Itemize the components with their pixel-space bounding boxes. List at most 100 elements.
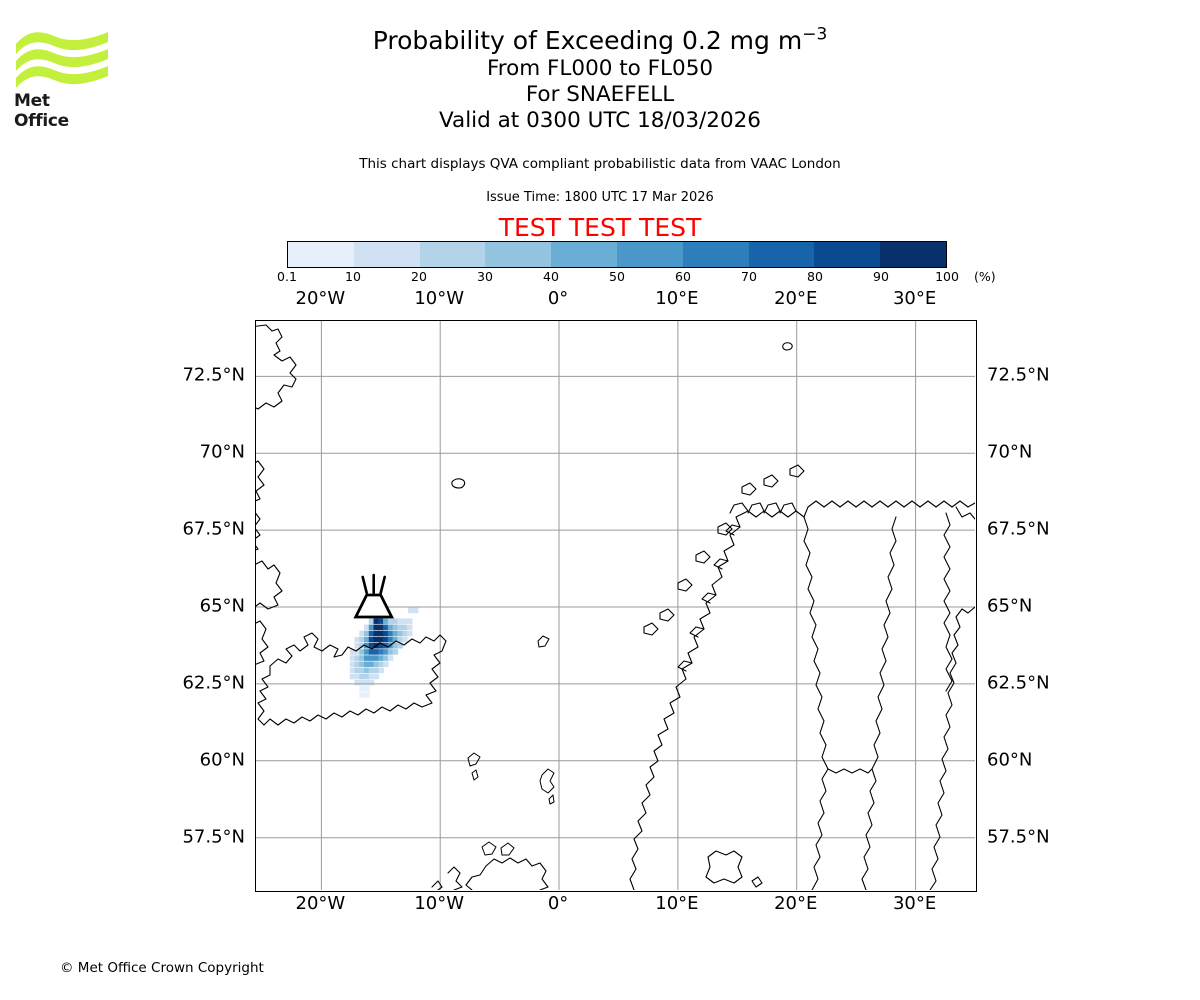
- probability-cell: [359, 686, 365, 692]
- colorbar-tick-50: 50: [609, 269, 625, 284]
- colorbar-tick-10: 10: [345, 269, 361, 284]
- probability-cell: [364, 686, 370, 692]
- probability-cell: [387, 624, 394, 631]
- probability-cell: [397, 636, 403, 643]
- colorbar-gradient: [287, 241, 947, 268]
- probability-cell: [354, 643, 361, 649]
- probability-cell: [373, 673, 380, 680]
- probability-cell: [364, 667, 370, 674]
- probability-cell: [402, 618, 408, 624]
- probability-cell: [408, 607, 414, 614]
- probability-cell: [383, 655, 389, 661]
- probability-cell: [387, 630, 394, 637]
- test-banner: TEST TEST TEST: [498, 213, 702, 242]
- probability-cell: [383, 630, 389, 637]
- met-office-wave-icon: [16, 32, 108, 88]
- probability-cell: [373, 618, 380, 624]
- uk-coastline: [431, 857, 549, 890]
- lat-tick-57.5°N: 57.5°N: [987, 826, 1050, 848]
- probability-cell: [354, 667, 361, 674]
- colorbar-swatch-1: [353, 242, 420, 267]
- probability-cell: [378, 667, 384, 674]
- colorbar-swatch-0: [288, 242, 354, 267]
- probability-cell: [397, 624, 403, 631]
- colorbar-tick-0.1: 0.1: [277, 269, 297, 284]
- probability-cell: [402, 630, 408, 637]
- met-office-logo-text: Met Office: [14, 91, 69, 131]
- chart-title-block: Probability of Exceeding 0.2 mg m−3 From…: [0, 26, 1200, 134]
- lon-tick-20°W: 20°W: [295, 288, 346, 309]
- colorbar: 0.1 10 20 30 40 50 60 70 80 90 100: [277, 241, 959, 284]
- copyright-footer: © Met Office Crown Copyright: [60, 960, 264, 976]
- issue-time: Issue Time: 1800 UTC 17 Mar 2026: [486, 190, 714, 205]
- probability-cell: [349, 649, 356, 655]
- probability-cell: [392, 618, 399, 624]
- probability-cell: [359, 661, 365, 667]
- probability-cell: [349, 673, 356, 680]
- qva-strapline: This chart displays QVA compliant probab…: [359, 156, 841, 172]
- probability-cell: [402, 636, 408, 643]
- probability-cell: [378, 655, 384, 661]
- probability-cell: [387, 636, 394, 643]
- probability-cell: [392, 643, 399, 649]
- probability-cell: [368, 661, 375, 667]
- probability-cell: [364, 655, 370, 661]
- graticule-grid: [256, 321, 975, 890]
- colorbar-unit-label: (%): [974, 269, 996, 284]
- flight-level-range: From FL000 to FL050: [486, 56, 714, 81]
- probability-cell: [359, 636, 365, 643]
- probability-cell: [378, 624, 384, 631]
- probability-cell: [364, 649, 370, 655]
- probability-cell: [364, 630, 370, 637]
- volcano-marker-icon: [353, 573, 394, 619]
- colorbar-tick-40: 40: [543, 269, 559, 284]
- lat-tick-57.5°N: 57.5°N: [182, 826, 245, 848]
- probability-cell: [364, 643, 370, 649]
- page-title-text: Probability of Exceeding 0.2 mg m: [372, 26, 803, 55]
- lat-tick-65°N: 65°N: [987, 595, 1033, 617]
- probability-cell: [364, 673, 370, 680]
- probability-cell: [349, 667, 356, 674]
- probability-cell: [387, 649, 394, 655]
- probability-cell: [359, 655, 365, 661]
- colorbar-swatch-3: [485, 242, 552, 267]
- probability-cell: [364, 679, 370, 686]
- probability-cell: [349, 661, 356, 667]
- volcano-name-title: For SNAEFELL: [525, 82, 675, 107]
- lon-tick-0°: 0°: [547, 893, 569, 914]
- colorbar-swatch-2: [419, 242, 486, 267]
- island-coastlines: [467, 635, 555, 856]
- probability-cell: [383, 624, 389, 631]
- probability-cell: [378, 649, 384, 655]
- probability-cell: [373, 636, 380, 643]
- probability-cell: [387, 618, 394, 624]
- probability-cell: [383, 661, 389, 667]
- colorbar-tick-60: 60: [675, 269, 691, 284]
- probability-cell: [368, 679, 375, 686]
- page-title: Probability of Exceeding 0.2 mg m−3: [0, 26, 1200, 56]
- colorbar-swatch-7: [748, 242, 815, 267]
- lon-tick-30°E: 30°E: [892, 893, 937, 914]
- iceland-coastline: [257, 632, 447, 726]
- colorbar-swatch-6: [682, 242, 749, 267]
- colorbar-tick-30: 30: [477, 269, 493, 284]
- map-plot-area[interactable]: [255, 320, 977, 892]
- colorbar-tick-100: 100: [935, 269, 959, 284]
- probability-cell: [392, 624, 399, 631]
- met-office-logo: Met Office: [14, 28, 110, 131]
- lat-tick-72.5°N: 72.5°N: [182, 364, 245, 386]
- probability-cell: [373, 624, 380, 631]
- probability-cell: [359, 667, 365, 674]
- lon-tick-20°E: 20°E: [774, 893, 818, 914]
- lon-tick-20°E: 20°E: [774, 288, 818, 309]
- probability-cell: [412, 607, 419, 614]
- probability-cell: [397, 618, 403, 624]
- probability-cell: [368, 636, 375, 643]
- probability-cell: [378, 618, 384, 624]
- colorbar-swatch-4: [551, 242, 617, 267]
- lon-tick-10°E: 10°E: [655, 288, 699, 309]
- probability-cell: [359, 649, 365, 655]
- probability-cell: [364, 692, 370, 698]
- colorbar-tick-70: 70: [741, 269, 757, 284]
- probability-cell: [392, 630, 399, 637]
